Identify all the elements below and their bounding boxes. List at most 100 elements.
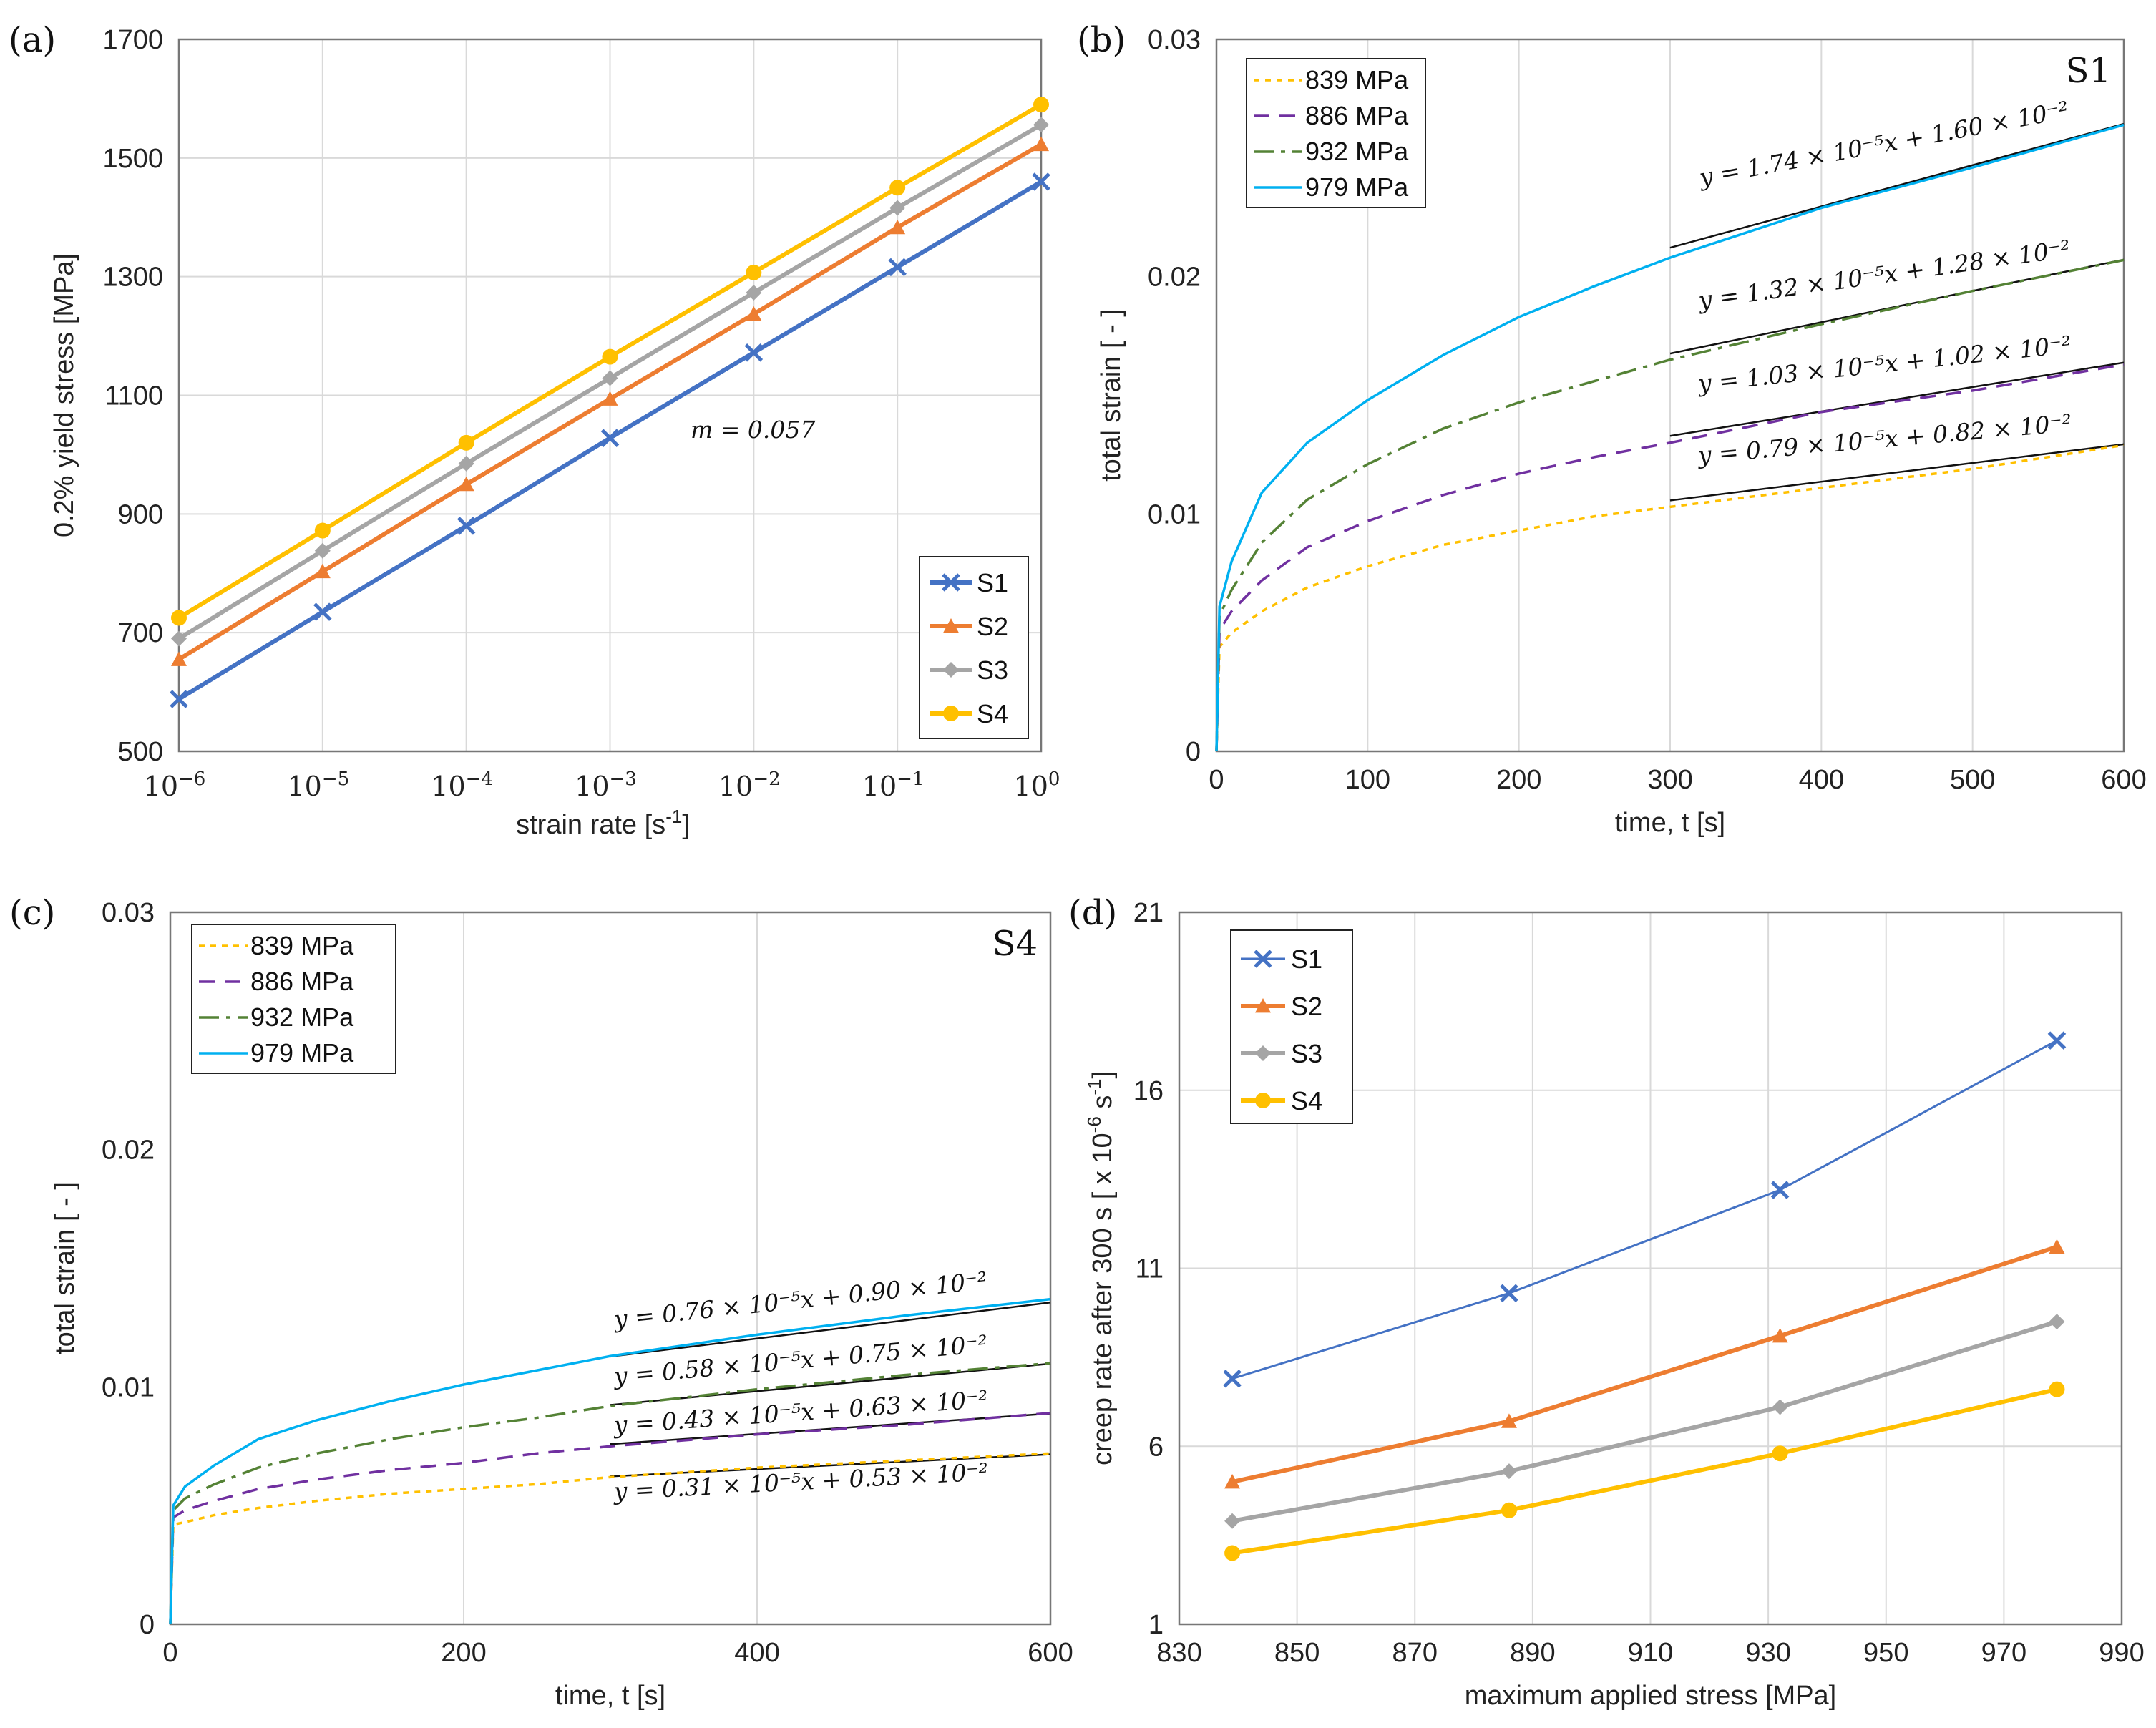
fit-equation: y = 0.76 × 10⁻⁵x + 0.90 × 10⁻² bbox=[611, 1266, 988, 1334]
x-tick-label: 600 bbox=[2101, 765, 2146, 795]
panel-c: 0 0.01 0.02 0.03 0 200 400 600 y = 0.76 × 10⁻⁵x … bbox=[9, 893, 1073, 1711]
fit-line bbox=[1669, 361, 2125, 437]
data-point-S1 bbox=[170, 690, 188, 708]
y-tick-label: 1100 bbox=[104, 381, 163, 411]
data-point-S1 bbox=[1032, 172, 1050, 191]
x-tick-label: 0 bbox=[162, 1638, 177, 1668]
specimen-tag: S4 bbox=[992, 924, 1038, 964]
plot-frame bbox=[1178, 911, 2123, 1626]
data-point-S2 bbox=[746, 306, 762, 321]
x-tick-label: 870 bbox=[1392, 1638, 1438, 1668]
x-tick-label: 910 bbox=[1628, 1638, 1673, 1668]
legend-marker bbox=[1255, 1093, 1271, 1108]
data-point-S3 bbox=[889, 200, 906, 216]
y-tick-label: 1300 bbox=[102, 263, 163, 293]
data-point-S2 bbox=[889, 219, 906, 235]
x-tick-label: 400 bbox=[1799, 765, 1844, 795]
slope-annotation: m = 0.057 bbox=[691, 416, 815, 444]
x-tick-label: 200 bbox=[1496, 765, 1541, 795]
legend-label: S3 bbox=[1291, 1039, 1322, 1068]
x-tick-label: 200 bbox=[441, 1638, 486, 1668]
data-point-S1 bbox=[1500, 1284, 1518, 1303]
plot-frame bbox=[1215, 38, 2125, 753]
data-point-S3 bbox=[2049, 1314, 2065, 1330]
x-tick-label: 600 bbox=[1028, 1638, 1073, 1668]
legend-marker bbox=[943, 662, 959, 678]
data-point-S4 bbox=[889, 180, 906, 196]
y-tick-label: 1500 bbox=[102, 144, 163, 174]
fit-line bbox=[610, 1362, 1051, 1406]
legend-label: 932 MPa bbox=[1305, 137, 1409, 166]
legend-box bbox=[191, 924, 396, 1074]
data-point-S3 bbox=[1501, 1463, 1517, 1480]
fit-equation: y = 1.74 × 10⁻⁵x + 1.60 × 10⁻² bbox=[1696, 96, 2071, 192]
y-tick-label: 900 bbox=[118, 499, 163, 529]
legend-label: 979 MPa bbox=[250, 1038, 354, 1068]
data-point-S3 bbox=[458, 455, 474, 472]
series-line-979MPa bbox=[1215, 123, 2125, 752]
panel-b: 0 0.01 0.02 0.03 0 100 200 300 400 500 600 y = 1.74… bbox=[1077, 20, 2147, 838]
series-line-S2 bbox=[1231, 1244, 2058, 1484]
data-point-S4 bbox=[2049, 1381, 2065, 1397]
legend-label: S2 bbox=[977, 612, 1008, 641]
y-tick-label: 16 bbox=[1133, 1076, 1164, 1106]
x-tick-label: 400 bbox=[734, 1638, 779, 1668]
legend-marker bbox=[942, 573, 960, 592]
y-tick-label: 0.03 bbox=[102, 898, 155, 928]
superscript: -6 bbox=[1083, 1116, 1105, 1133]
y-axis-label: total strain [ - ] bbox=[50, 1182, 80, 1354]
data-point-S1 bbox=[313, 602, 332, 621]
y-axis-label: total strain [ - ] bbox=[1096, 309, 1126, 482]
data-point-S3 bbox=[602, 370, 618, 386]
y-tick-label: 0.01 bbox=[102, 1372, 155, 1402]
data-point-S1 bbox=[1770, 1181, 1790, 1199]
data-point-S2 bbox=[2049, 1239, 2065, 1254]
legend-box bbox=[1246, 58, 1426, 208]
x-tick-label: 890 bbox=[1510, 1638, 1555, 1668]
data-point-S3 bbox=[314, 542, 331, 559]
data-point-S4 bbox=[1501, 1502, 1517, 1518]
panel-a: 500 700 900 1100 1300 1500 1700 10−6 10−5 10−4 10−… bbox=[9, 20, 1060, 840]
legend-label: S4 bbox=[1291, 1086, 1322, 1116]
plot-frame bbox=[169, 911, 1052, 1626]
superscript: −5 bbox=[322, 768, 349, 790]
data-point-S1 bbox=[457, 517, 476, 535]
data-point-S2 bbox=[602, 391, 618, 406]
data-point-S4 bbox=[1224, 1545, 1241, 1561]
x-tick-label: 10−1 bbox=[862, 768, 925, 802]
series-line-S1 bbox=[1231, 1039, 2058, 1380]
x-tick-label: 10−4 bbox=[431, 768, 493, 802]
fit-equation: y = 0.31 × 10⁻⁵x + 0.53 × 10⁻² bbox=[612, 1458, 989, 1505]
fit-line bbox=[1669, 122, 2125, 249]
x-tick-label: 100 bbox=[1014, 768, 1060, 802]
y-tick-label: 21 bbox=[1133, 898, 1164, 928]
superscript: 0 bbox=[1048, 768, 1060, 790]
x-axis-label: strain rate [s-1] bbox=[516, 806, 690, 840]
data-point-S2 bbox=[1772, 1328, 1788, 1343]
y-axis-label: creep rate after 300 s [ x 10-6 s-1] bbox=[1083, 1071, 1118, 1465]
superscript: −2 bbox=[753, 768, 780, 790]
series-line-S4 bbox=[1231, 1387, 2058, 1556]
x-axis-label: time, t [s] bbox=[1615, 808, 1725, 838]
series-line-932MPa bbox=[169, 1362, 1051, 1625]
legend-marker bbox=[1255, 998, 1271, 1013]
data-point-S1 bbox=[744, 343, 764, 362]
series-line-979MPa bbox=[169, 1297, 1051, 1625]
x-tick-label: 10−5 bbox=[287, 768, 349, 802]
x-tick-label: 930 bbox=[1745, 1638, 1790, 1668]
x-tick-label: 970 bbox=[1981, 1638, 2026, 1668]
legend-label: 886 MPa bbox=[1305, 101, 1409, 130]
legend-label: S1 bbox=[977, 568, 1008, 597]
y-tick-label: 0.02 bbox=[102, 1136, 155, 1166]
x-tick-label: 100 bbox=[1345, 765, 1390, 795]
legend-label: 886 MPa bbox=[250, 967, 354, 996]
y-tick-label: 0.02 bbox=[1148, 263, 1201, 293]
legend-label: 839 MPa bbox=[1305, 65, 1409, 94]
superscript: −3 bbox=[610, 768, 637, 790]
specimen-tag: S1 bbox=[2066, 51, 2111, 91]
fit-equation: y = 1.32 × 10⁻⁵x + 1.28 × 10⁻² bbox=[1695, 235, 2072, 315]
data-point-S4 bbox=[602, 348, 618, 365]
data-point-S4 bbox=[314, 522, 331, 539]
superscript: −1 bbox=[897, 768, 924, 790]
